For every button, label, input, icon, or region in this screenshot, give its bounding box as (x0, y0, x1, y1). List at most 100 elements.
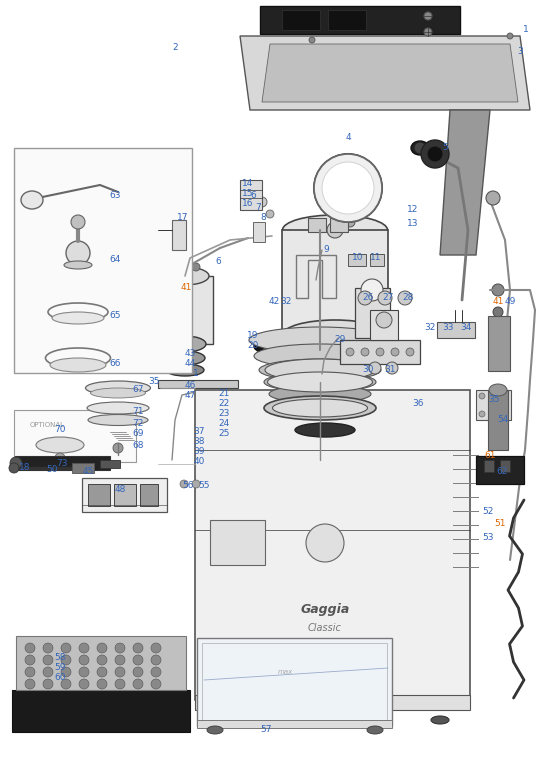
Circle shape (66, 241, 90, 265)
Circle shape (25, 679, 35, 689)
Circle shape (61, 643, 71, 653)
Bar (197, 638, 392, 726)
Circle shape (151, 679, 161, 689)
Circle shape (346, 348, 354, 356)
Ellipse shape (295, 423, 355, 437)
Text: 31: 31 (384, 366, 396, 374)
Text: 44: 44 (184, 359, 196, 367)
Circle shape (97, 655, 107, 665)
Text: 55: 55 (198, 480, 210, 490)
Circle shape (115, 667, 125, 677)
Bar (476, 390, 511, 420)
Bar (437, 322, 475, 338)
Circle shape (9, 463, 19, 473)
Bar (253, 222, 265, 242)
Text: 4: 4 (345, 133, 351, 143)
Circle shape (170, 265, 180, 275)
Circle shape (424, 12, 432, 20)
Text: 40: 40 (193, 458, 205, 466)
Circle shape (345, 217, 355, 227)
Ellipse shape (166, 364, 204, 376)
Text: 32: 32 (424, 324, 436, 332)
Circle shape (43, 643, 53, 653)
Bar (14, 410, 136, 462)
Ellipse shape (264, 372, 376, 392)
Text: 60: 60 (54, 673, 66, 682)
Text: Gaggia: Gaggia (300, 604, 350, 616)
Circle shape (25, 655, 35, 665)
Circle shape (97, 643, 107, 653)
Bar (114, 484, 136, 506)
Circle shape (61, 679, 71, 689)
Text: 63: 63 (109, 190, 121, 200)
Bar (308, 218, 326, 232)
Circle shape (55, 453, 65, 463)
Ellipse shape (164, 336, 206, 352)
Bar (14, 148, 192, 373)
Ellipse shape (211, 716, 229, 724)
Text: 70: 70 (54, 426, 66, 434)
Ellipse shape (283, 320, 388, 350)
Text: 59: 59 (54, 664, 66, 672)
Bar (195, 390, 470, 700)
Text: 14: 14 (243, 179, 254, 187)
Text: 49: 49 (504, 297, 516, 307)
Ellipse shape (411, 141, 429, 155)
Circle shape (151, 655, 161, 665)
Circle shape (151, 643, 161, 653)
Circle shape (391, 348, 399, 356)
Text: 18: 18 (19, 463, 31, 473)
Ellipse shape (489, 384, 507, 396)
Bar (202, 643, 387, 721)
Circle shape (97, 667, 107, 677)
Circle shape (25, 667, 35, 677)
Bar (488, 390, 508, 450)
Bar (158, 380, 238, 388)
Ellipse shape (431, 716, 449, 724)
Circle shape (79, 643, 89, 653)
Text: 36: 36 (412, 399, 424, 407)
Ellipse shape (249, 327, 391, 353)
Text: 50: 50 (46, 466, 58, 474)
Text: 67: 67 (132, 385, 144, 395)
Bar (16, 636, 186, 690)
Text: 41: 41 (492, 297, 504, 307)
Text: 33: 33 (442, 324, 454, 332)
Circle shape (113, 443, 123, 453)
Text: 13: 13 (407, 218, 419, 228)
Text: 38: 38 (193, 438, 205, 446)
Text: 61: 61 (484, 451, 496, 459)
Bar (210, 520, 265, 565)
Circle shape (151, 667, 161, 677)
Circle shape (378, 291, 392, 305)
Ellipse shape (254, 344, 386, 368)
Circle shape (133, 679, 143, 689)
Text: 52: 52 (482, 506, 494, 516)
Circle shape (427, 146, 443, 162)
Bar (260, 6, 460, 34)
Text: 53: 53 (482, 533, 494, 541)
Text: 35: 35 (488, 395, 500, 405)
Circle shape (43, 679, 53, 689)
Circle shape (479, 411, 485, 417)
Ellipse shape (306, 524, 344, 562)
Ellipse shape (283, 215, 388, 245)
Circle shape (327, 222, 343, 238)
Circle shape (79, 655, 89, 665)
Ellipse shape (21, 191, 43, 209)
Circle shape (507, 33, 513, 39)
Bar (282, 10, 320, 30)
Text: 34: 34 (460, 324, 472, 332)
Bar (500, 460, 510, 472)
Circle shape (406, 348, 414, 356)
Circle shape (361, 348, 369, 356)
Bar (197, 720, 392, 728)
Circle shape (10, 457, 22, 469)
Text: 73: 73 (56, 459, 68, 467)
Polygon shape (440, 110, 490, 255)
Text: 3: 3 (517, 48, 523, 56)
Circle shape (486, 191, 500, 205)
Text: 1: 1 (523, 26, 529, 34)
Text: 69: 69 (132, 428, 144, 438)
Bar (100, 460, 120, 468)
